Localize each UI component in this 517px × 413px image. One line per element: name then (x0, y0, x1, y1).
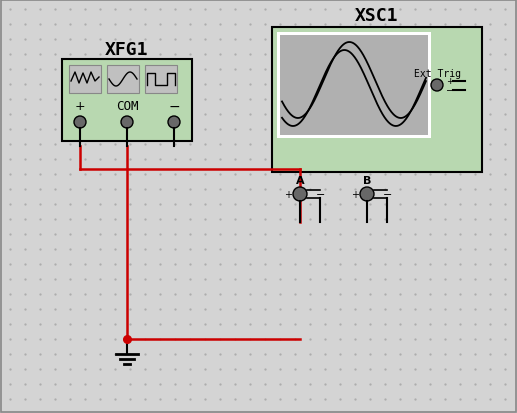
Text: XSC1: XSC1 (355, 7, 399, 25)
Text: −: − (316, 190, 326, 199)
Circle shape (74, 117, 86, 129)
Text: XFG1: XFG1 (105, 41, 149, 59)
Text: +: + (351, 190, 359, 199)
Text: COM: COM (116, 100, 138, 113)
Bar (145, 66, 177, 94)
Circle shape (431, 80, 443, 92)
Bar (280, 36, 428, 136)
Bar (62, 60, 192, 142)
Circle shape (360, 188, 374, 202)
Text: −: − (168, 100, 180, 114)
Circle shape (168, 117, 180, 129)
Text: −: − (383, 190, 393, 199)
Bar (69, 66, 101, 94)
Circle shape (293, 188, 307, 202)
Bar (277, 33, 431, 139)
Circle shape (121, 117, 133, 129)
Text: +: + (446, 77, 453, 86)
Bar (272, 28, 482, 173)
Bar (107, 66, 139, 94)
Text: B: B (363, 176, 371, 185)
Text: +: + (74, 100, 85, 113)
Text: +: + (284, 190, 292, 199)
Text: −: − (446, 86, 454, 96)
Text: Ext Trig: Ext Trig (414, 69, 461, 79)
Text: A: A (296, 176, 305, 185)
